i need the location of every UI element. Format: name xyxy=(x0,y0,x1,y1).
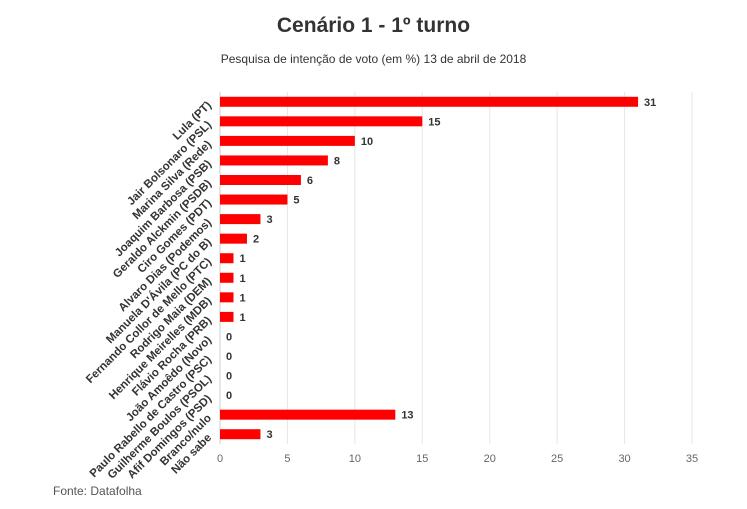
bar xyxy=(220,96,639,107)
bar xyxy=(220,214,261,225)
x-tick-label: 20 xyxy=(484,453,496,465)
bar xyxy=(220,429,261,440)
x-tick-label: 10 xyxy=(349,453,361,465)
bar xyxy=(220,233,247,244)
chart-source: Fonte: Datafolha xyxy=(53,484,142,498)
grid-lines xyxy=(219,92,693,444)
data-label: 0 xyxy=(226,351,232,363)
bar xyxy=(220,155,328,166)
data-label: 8 xyxy=(334,155,340,167)
bar xyxy=(220,292,234,303)
bar xyxy=(220,175,301,185)
data-label: 13 xyxy=(401,410,413,422)
x-tick-label: 5 xyxy=(284,453,290,465)
x-tick-label: 25 xyxy=(551,453,563,465)
data-label: 1 xyxy=(239,253,245,265)
bar xyxy=(220,135,355,146)
bar xyxy=(220,194,288,205)
data-label: 0 xyxy=(226,331,232,343)
category-labels: Lula (PT)Jair Bolsonaro (PSL)Marina Silv… xyxy=(84,99,214,481)
data-label: 0 xyxy=(226,371,232,383)
data-label: 15 xyxy=(428,116,440,128)
data-label: 1 xyxy=(239,292,245,304)
bar xyxy=(220,409,396,420)
bar xyxy=(220,311,234,322)
data-label: 1 xyxy=(239,273,245,285)
bar xyxy=(220,253,234,264)
data-label: 10 xyxy=(361,136,373,148)
bar xyxy=(220,116,423,127)
data-label: 3 xyxy=(266,214,272,226)
x-axis-ticks: 0 5 10 15 20 25 30 35 xyxy=(217,453,698,465)
data-label: 1 xyxy=(239,312,245,324)
x-tick-label: 15 xyxy=(416,453,428,465)
data-label: 2 xyxy=(253,234,259,246)
data-label: 5 xyxy=(293,195,299,207)
data-label: 31 xyxy=(644,97,656,109)
bar xyxy=(220,272,234,283)
data-label: 6 xyxy=(307,175,313,187)
x-tick-label: 35 xyxy=(686,453,698,465)
chart-title: Cenário 1 - 1º turno xyxy=(276,14,471,37)
data-label: 3 xyxy=(266,429,272,441)
x-tick-label: 30 xyxy=(618,453,630,465)
data-label: 0 xyxy=(226,390,232,402)
chart-subtitle: Pesquisa de intenção de voto (em %) 13 d… xyxy=(220,52,527,66)
x-tick-label: 0 xyxy=(217,453,223,465)
